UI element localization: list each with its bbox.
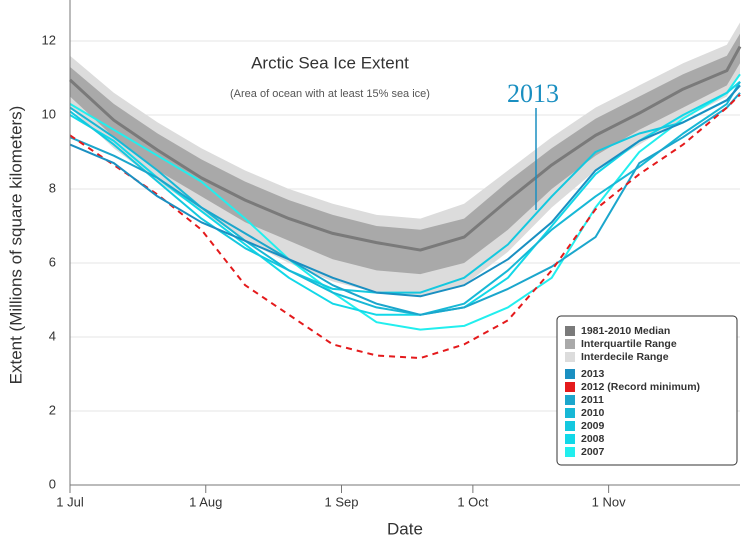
- legend-label: 2011: [581, 394, 604, 406]
- legend-swatch: [565, 447, 575, 457]
- series-line: [69, 73, 741, 331]
- series-line: [69, 84, 741, 294]
- legend-label: 2009: [581, 420, 605, 432]
- x-axis-label: Date: [387, 519, 423, 538]
- series-line: [69, 92, 741, 316]
- legend-swatch: [565, 421, 575, 431]
- x-tick-label: 1 Nov: [592, 494, 626, 509]
- legend-swatch: [565, 434, 575, 444]
- legend-label: 2012 (Record minimum): [581, 381, 700, 393]
- legend-box: [556, 315, 738, 466]
- y-tick-label: 12: [42, 32, 56, 47]
- y-tick-label: 0: [49, 476, 56, 491]
- legend-label: Interquartile Range: [581, 338, 677, 350]
- y-tick-label: 8: [49, 180, 56, 195]
- legend-swatch: [565, 408, 575, 418]
- x-tick-label: 1 Jul: [56, 494, 84, 509]
- legend-label: 1981-2010 Median: [581, 325, 670, 337]
- legend-label: 2007: [581, 446, 605, 458]
- y-tick-label: 4: [49, 328, 56, 343]
- y-tick-label: 2: [49, 402, 56, 417]
- legend-label: Interdecile Range: [581, 351, 669, 363]
- legend-swatch: [565, 395, 575, 405]
- legend-swatch: [565, 339, 575, 349]
- y-axis-label: Extent (Millions of square kilometers): [6, 106, 25, 385]
- legend-swatch: [565, 369, 575, 379]
- annotation: 2013: [507, 79, 559, 108]
- x-tick-label: 1 Oct: [457, 494, 488, 509]
- legend-swatch: [565, 326, 575, 336]
- x-tick-label: 1 Aug: [189, 494, 222, 509]
- legend-swatch: [565, 352, 575, 362]
- y-tick-label: 6: [49, 254, 56, 269]
- plot-area: [68, 22, 742, 486]
- y-tick-label: 10: [42, 106, 56, 121]
- legend-swatch: [565, 382, 575, 392]
- legend-label: 2010: [581, 407, 605, 419]
- median-line: [68, 45, 742, 252]
- range-band: [70, 33, 740, 275]
- chart-title: Arctic Sea Ice Extent: [251, 53, 409, 72]
- legend-label: 2013: [581, 368, 605, 380]
- series-line: [69, 93, 741, 360]
- x-tick-label: 1 Sep: [325, 494, 359, 509]
- legend-label: 2008: [581, 433, 605, 445]
- series-line: [69, 84, 741, 298]
- chart-subtitle: (Area of ocean with at least 15% sea ice…: [230, 88, 430, 100]
